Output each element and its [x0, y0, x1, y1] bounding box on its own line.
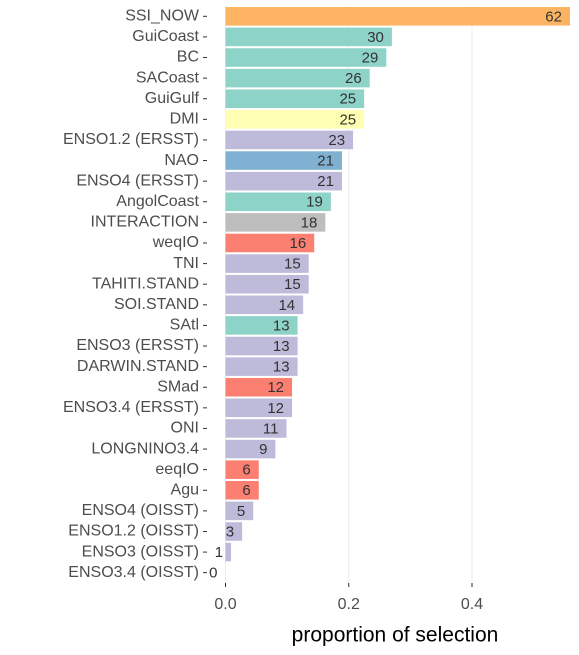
x-tick-label: 0.2: [338, 596, 360, 613]
bar: [225, 130, 354, 150]
data-label: 9: [259, 441, 267, 458]
bar: [225, 171, 342, 191]
bar: [225, 522, 243, 541]
data-label: 30: [367, 29, 384, 46]
data-label: 15: [284, 256, 301, 273]
bar: [225, 151, 342, 170]
data-label: 13: [273, 359, 290, 376]
y-tick-label: GuiGulf: [145, 90, 200, 107]
y-tick-label: INTERACTION: [91, 214, 199, 231]
bar: [225, 7, 570, 26]
data-label: 15: [284, 276, 301, 293]
bar: [225, 439, 276, 459]
data-label: 6: [242, 482, 250, 499]
y-tick-label: ONI: [171, 420, 199, 437]
y-tick-label: TNI: [173, 255, 199, 272]
bar: [225, 68, 370, 88]
data-label: 11: [263, 420, 279, 437]
bar: [225, 274, 309, 294]
y-tick-label: ENSO3.4 (ERSST): [63, 399, 199, 416]
data-label: 12: [267, 379, 284, 396]
data-label: 16: [290, 235, 307, 252]
y-tick-label: DARWIN.STAND: [77, 358, 199, 375]
data-label: 14: [278, 297, 295, 314]
bar: [225, 419, 287, 438]
bar: [225, 192, 331, 212]
bar: [225, 398, 293, 418]
data-label: 21: [317, 173, 334, 190]
bar: [225, 501, 254, 521]
bar: [225, 377, 293, 397]
y-tick-label: eeqIO: [155, 461, 199, 478]
y-tick-label: SAtl: [170, 317, 199, 334]
bar: [225, 254, 309, 273]
data-label: 1: [215, 544, 223, 561]
y-tick-label: ENSO3 (OISST): [82, 543, 199, 560]
bar: [225, 336, 298, 356]
data-label: 19: [306, 194, 323, 211]
x-tick-label: 0.4: [461, 596, 483, 613]
data-label: 62: [545, 8, 562, 25]
y-tick-label: weqIO: [152, 234, 199, 251]
data-label: 25: [339, 91, 356, 108]
bar: [225, 357, 298, 376]
y-tick-label: Agu: [171, 481, 199, 498]
y-tick-label: SSI_NOW: [125, 8, 200, 25]
data-label: 0: [209, 565, 217, 582]
bar: [225, 48, 387, 67]
data-label: 13: [273, 338, 290, 355]
bar: [225, 480, 259, 500]
bar: [225, 213, 326, 232]
y-tick-label: NAO: [164, 152, 199, 169]
x-tick-label: 0.0: [214, 596, 236, 613]
y-tick-label: SMad: [157, 378, 199, 395]
data-label: 6: [242, 462, 250, 479]
data-label: 3: [226, 523, 234, 540]
data-label: 23: [328, 132, 345, 149]
y-tick-label: ENSO1.2 (ERSST): [63, 131, 199, 148]
y-tick-label: TAHITI.STAND: [92, 275, 199, 292]
y-tick-label: ENSO3.4 (OISST): [68, 564, 199, 581]
y-tick-label: SOI.STAND: [114, 296, 199, 313]
y-tick-label: AngolCoast: [116, 193, 199, 210]
y-tick-label: LONGNINO3.4: [91, 440, 199, 457]
y-tick-label: ENSO1.2 (OISST): [68, 523, 199, 540]
data-label: 21: [317, 153, 334, 170]
y-tick-label: GuiCoast: [132, 28, 199, 45]
y-tick-label: ENSO3 (ERSST): [76, 337, 199, 354]
y-tick-label: BC: [177, 49, 199, 66]
data-label: 18: [301, 214, 318, 231]
bar: [225, 295, 304, 315]
bar: [225, 89, 365, 109]
bar: [225, 110, 365, 129]
y-tick-label: DMI: [170, 111, 199, 128]
data-label: 13: [273, 317, 290, 334]
data-label: 5: [237, 503, 245, 520]
bar: [225, 27, 392, 47]
bar: [225, 316, 298, 335]
bar: [225, 542, 232, 562]
data-label: 25: [339, 111, 356, 128]
bar: [225, 460, 259, 479]
y-tick-label: ENSO4 (OISST): [82, 502, 199, 519]
bar: [225, 233, 315, 253]
data-label: 29: [362, 49, 379, 66]
data-label: 12: [267, 400, 284, 417]
y-tick-label: ENSO4 (ERSST): [76, 172, 199, 189]
y-tick-label: SACoast: [136, 69, 200, 86]
x-axis-title: proportion of selection: [292, 624, 499, 647]
data-label: 26: [345, 70, 362, 87]
